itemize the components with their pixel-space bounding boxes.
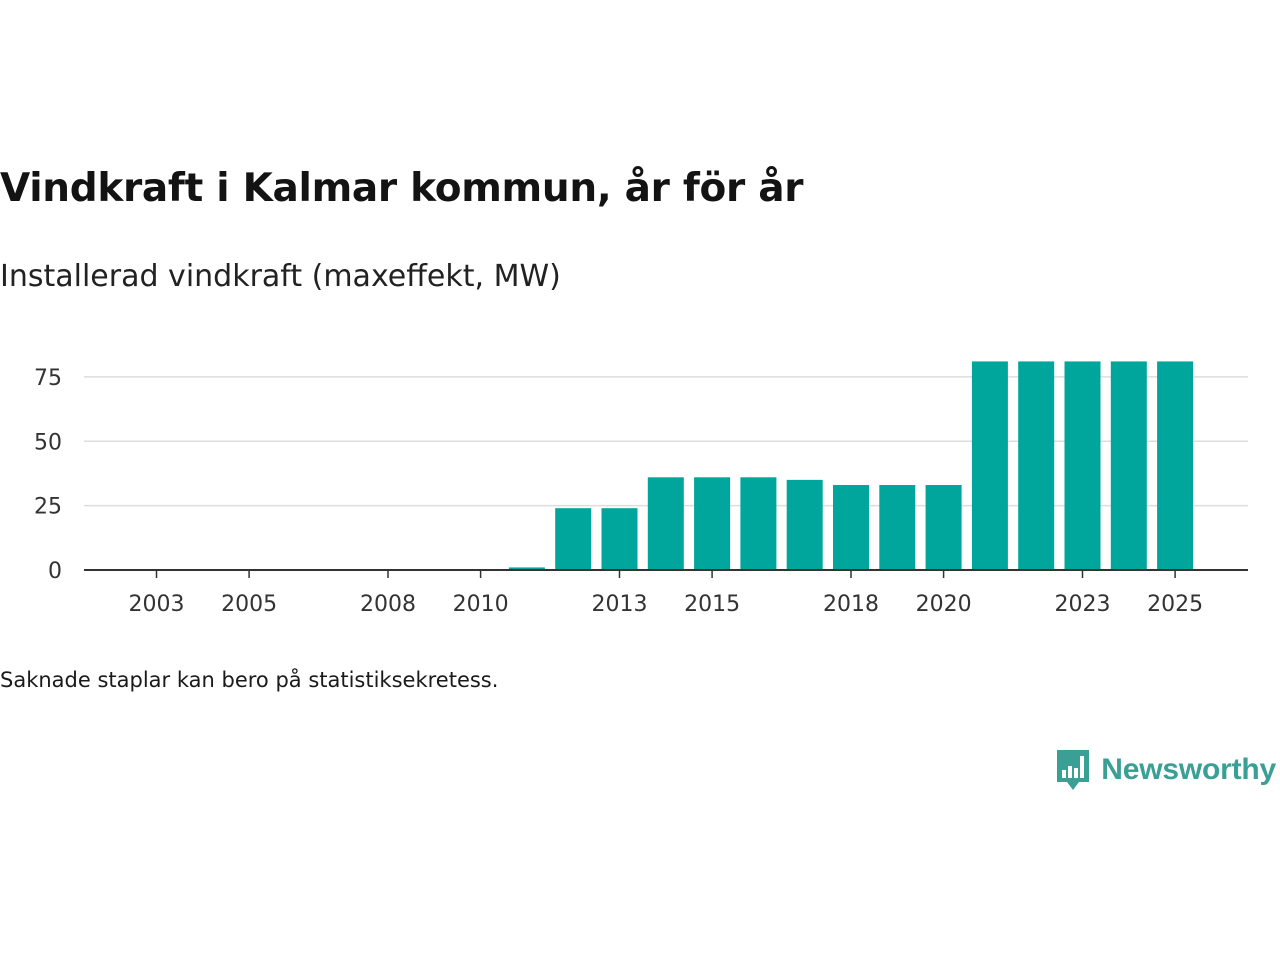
bar-2021 xyxy=(971,361,1008,570)
bars xyxy=(508,361,1194,570)
bar-2014 xyxy=(647,477,684,570)
bar-chart: 0 25 50 75 2003 2005 2008 2010 2013 2015 2018 2020 2… xyxy=(34,361,1248,617)
chart-title: Vindkraft i Kalmar kommun, år för år xyxy=(0,166,804,211)
bar-2024 xyxy=(1110,361,1147,570)
bar-2016 xyxy=(740,477,777,570)
bar-2015 xyxy=(694,477,731,570)
axes: 0 25 50 75 2003 2005 2008 2010 2013 2015 2018 2020 2… xyxy=(34,366,1248,617)
bar-2023 xyxy=(1064,361,1101,570)
y-tick-label: 0 xyxy=(48,559,62,584)
x-tick-label: 2010 xyxy=(453,592,509,617)
x-tick-label: 2020 xyxy=(916,592,972,617)
x-tick-label: 2023 xyxy=(1055,592,1111,617)
bar-2018 xyxy=(833,485,869,570)
x-tick-label: 2025 xyxy=(1147,592,1203,617)
bar-2013 xyxy=(601,508,638,570)
newsworthy-logo-icon xyxy=(1057,750,1090,790)
bar-2017 xyxy=(786,479,823,570)
bar-2012 xyxy=(555,508,592,570)
bar-2011 xyxy=(508,567,545,570)
x-tick-label: 2018 xyxy=(823,592,879,617)
x-tick-label: 2013 xyxy=(592,592,648,617)
bar-2020 xyxy=(925,485,962,570)
bar-2022 xyxy=(1018,361,1055,570)
x-tick-label: 2015 xyxy=(684,592,740,617)
y-tick-label: 75 xyxy=(34,366,62,391)
bar-2019 xyxy=(879,485,916,570)
x-tick-label: 2003 xyxy=(129,592,185,617)
footnote: Saknade staplar kan bero på statistiksek… xyxy=(0,668,499,692)
y-tick-label: 50 xyxy=(34,430,62,455)
brand: Newsworthy xyxy=(1055,748,1276,792)
x-tick-label: 2008 xyxy=(360,592,416,617)
chart-subtitle: Installerad vindkraft (maxeffekt, MW) xyxy=(0,259,561,294)
bar-2025 xyxy=(1157,361,1194,570)
x-tick-label: 2005 xyxy=(221,592,277,617)
brand-name: Newsworthy xyxy=(1101,753,1276,786)
y-tick-label: 25 xyxy=(34,495,62,520)
